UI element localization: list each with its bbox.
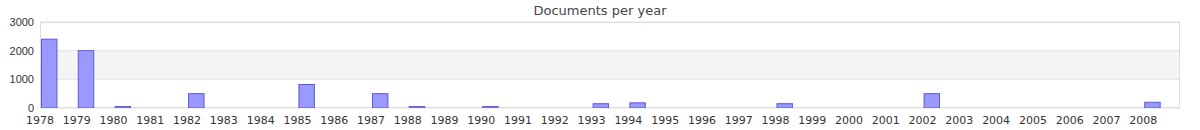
bar [409, 107, 424, 108]
x-tick-label: 2002 [909, 114, 937, 127]
x-tick-label: 2001 [872, 114, 900, 127]
x-tick-label: 2007 [1092, 114, 1120, 127]
bar [556, 108, 571, 109]
x-tick-label: 1999 [798, 114, 826, 127]
bar [446, 108, 461, 109]
bar [703, 108, 718, 109]
y-tick: 0 [28, 102, 40, 114]
y-tick-label: 2000 [10, 45, 34, 57]
grid-line [40, 50, 1180, 51]
grid-line [40, 79, 1180, 80]
bar [483, 107, 498, 108]
x-tick-label: 1978 [26, 114, 54, 127]
y-tick: 1000 [10, 73, 40, 85]
bar [814, 108, 829, 109]
bar [42, 39, 57, 108]
x-tick-label: 1995 [651, 114, 679, 127]
x-tick-label: 2004 [982, 114, 1010, 127]
x-tick-label: 1989 [431, 114, 459, 127]
bar [924, 94, 939, 108]
x-tick-label: 2008 [1129, 114, 1157, 127]
y-tick-label: 3000 [10, 16, 34, 28]
x-tick-label: 2003 [945, 114, 973, 127]
bar [851, 108, 866, 109]
bar [189, 94, 204, 108]
x-tick-label: 2000 [835, 114, 863, 127]
x-tick-label: 1979 [63, 114, 91, 127]
x-tick-label: 1984 [247, 114, 275, 127]
bar [887, 108, 902, 109]
bars [42, 39, 1161, 108]
bar [1145, 102, 1160, 108]
bar [998, 108, 1013, 109]
y-tick: 3000 [10, 16, 40, 28]
x-tick-label: 1985 [283, 114, 311, 127]
x-tick-label: 1983 [210, 114, 238, 127]
bar [152, 108, 167, 109]
grid-band [40, 51, 1180, 80]
bar [1108, 108, 1123, 109]
y-tick-label: 1000 [10, 73, 34, 85]
bar [262, 108, 277, 109]
x-tick-label: 1991 [504, 114, 532, 127]
grid [40, 22, 1180, 108]
bar [667, 108, 682, 109]
x-tick-label: 1992 [541, 114, 569, 127]
x-axis: 1978 1979 1980 1981 1982 1983 1984 1985 1986 1987… [26, 114, 1157, 127]
y-axis: 0 1000 2000 3000 [10, 16, 41, 114]
x-tick-label: 2005 [1019, 114, 1047, 127]
title: Documents per year [534, 3, 668, 18]
x-tick-label: 1987 [357, 114, 385, 127]
x-tick-label: 1982 [173, 114, 201, 127]
y-tick-label: 0 [28, 102, 34, 114]
chart: 0 1000 2000 3000 1978 1979 1980 1981 1982 1983 198… [0, 0, 1200, 130]
bar [336, 108, 351, 109]
bar [78, 51, 93, 108]
x-tick-label: 1988 [394, 114, 422, 127]
bar [593, 104, 608, 108]
plot-frame [41, 23, 1180, 108]
bar [372, 94, 387, 108]
x-tick-label: 1990 [467, 114, 495, 127]
x-tick-label: 1996 [688, 114, 716, 127]
bar [520, 108, 535, 109]
bar [961, 108, 976, 109]
bar [299, 84, 314, 108]
bar [115, 107, 130, 108]
x-tick-label: 1994 [614, 114, 642, 127]
x-tick-label: 1998 [761, 114, 789, 127]
x-tick-label: 1993 [578, 114, 606, 127]
x-tick-label: 1986 [320, 114, 348, 127]
y-tick: 2000 [10, 45, 40, 57]
x-tick-label: 1980 [100, 114, 128, 127]
bar [1071, 108, 1086, 109]
bar [777, 104, 792, 108]
bar [1034, 108, 1049, 109]
bar [225, 108, 240, 109]
y-axis-line [40, 23, 41, 109]
bar [630, 103, 645, 108]
x-tick-label: 2006 [1056, 114, 1084, 127]
x-tick-label: 1997 [725, 114, 753, 127]
x-tick-label: 1981 [136, 114, 164, 127]
bar [740, 108, 755, 109]
